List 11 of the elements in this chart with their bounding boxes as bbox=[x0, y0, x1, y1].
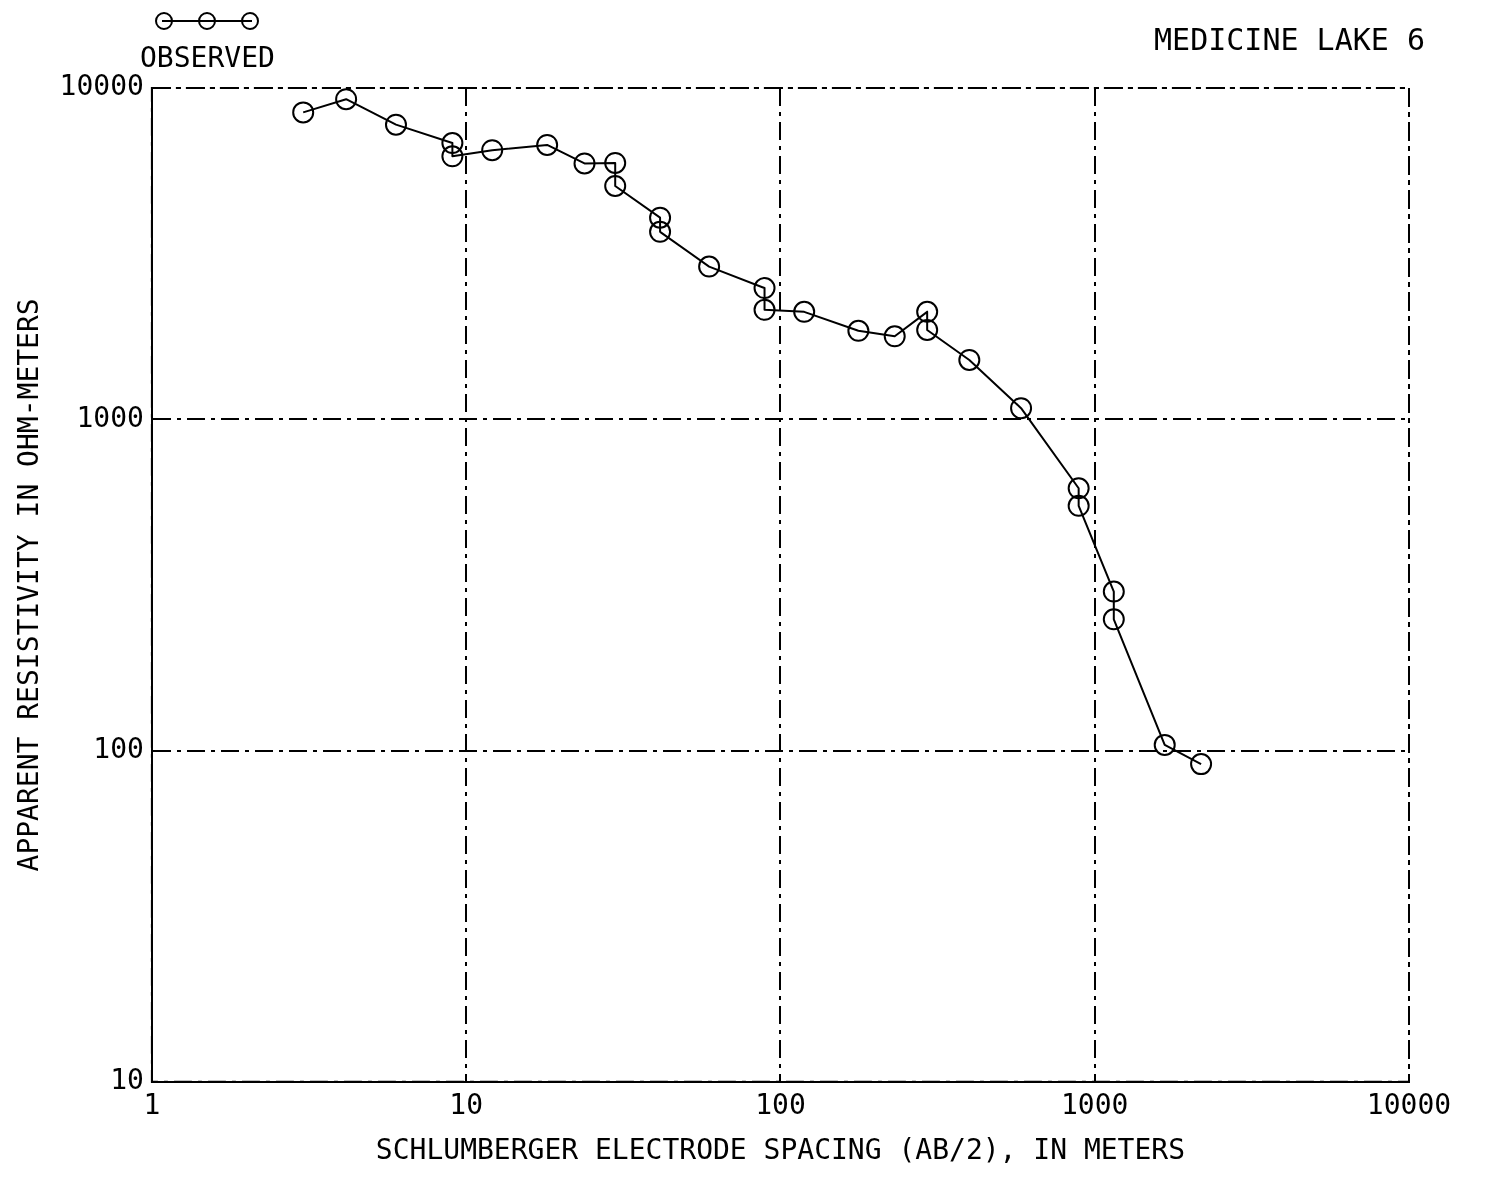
x-tick-label: 10000 bbox=[1366, 1087, 1452, 1121]
y-axis-title: APPARENT RESISTIVITY IN OHM-METERS bbox=[12, 298, 46, 872]
x-tick-label: 10 bbox=[449, 1087, 484, 1121]
chart-title: MEDICINE LAKE 6 bbox=[1154, 22, 1425, 57]
x-tick-label: 100 bbox=[755, 1087, 806, 1121]
x-tick-label: 1000 bbox=[1061, 1087, 1129, 1121]
x-axis-title: SCHLUMBERGER ELECTRODE SPACING (AB/2), IN METERS bbox=[375, 1133, 1186, 1167]
y-tick-label: 10 bbox=[110, 1063, 144, 1097]
y-tick-label: 100 bbox=[93, 731, 144, 765]
y-tick-label: 1000 bbox=[76, 400, 144, 434]
x-tick-label: 1 bbox=[143, 1087, 161, 1121]
